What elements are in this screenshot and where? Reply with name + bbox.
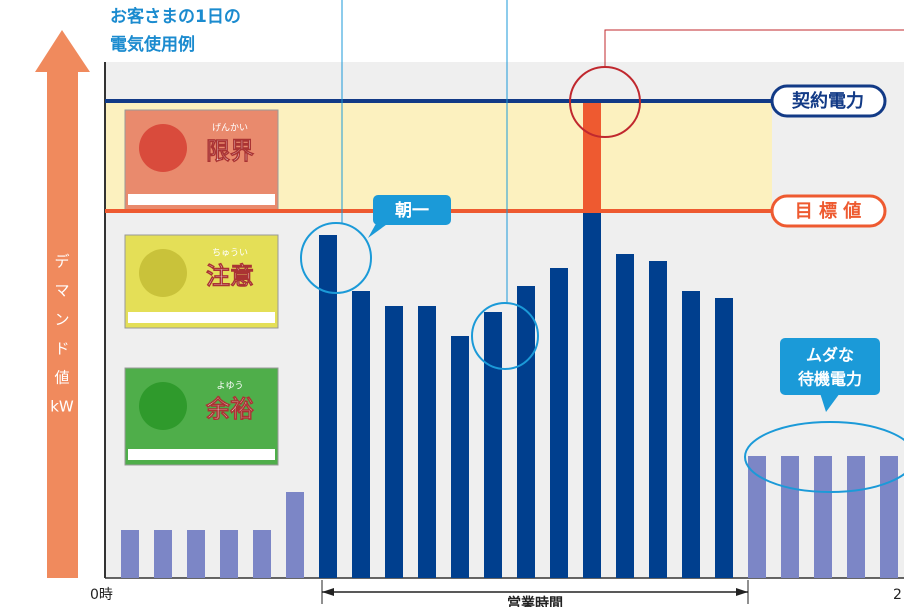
y-label: デ xyxy=(54,253,69,271)
y-label: ド xyxy=(54,340,69,358)
bar xyxy=(847,456,865,578)
bar xyxy=(649,261,667,578)
bar xyxy=(187,530,205,578)
chart: お客さまの1日の 電気使用例 0時 2 営業時間 げんかい限界ちゅうい注意よゆう… xyxy=(0,0,904,607)
bar xyxy=(517,286,535,578)
sign-kana: よゆう xyxy=(216,381,243,392)
sign-icon xyxy=(139,382,187,430)
morning-label: 朝一 xyxy=(395,200,429,221)
target-label: 目 標 値 xyxy=(795,200,862,222)
sign-label: 限界 xyxy=(206,137,254,165)
y-label: kW xyxy=(50,398,74,416)
y-label: マ xyxy=(54,282,69,300)
bar xyxy=(682,291,700,578)
x-end-label: 2 xyxy=(893,587,902,603)
bar xyxy=(286,492,304,578)
sign-strip xyxy=(128,194,275,205)
title: お客さまの1日の xyxy=(110,6,241,27)
bar xyxy=(550,268,568,578)
bar xyxy=(781,456,799,578)
contract-label: 契約電力 xyxy=(791,90,864,112)
x-start-label: 0時 xyxy=(90,587,113,603)
bar xyxy=(319,235,337,578)
bar xyxy=(352,291,370,578)
y-arrow xyxy=(35,30,90,578)
y-label: ン xyxy=(54,311,69,329)
bar xyxy=(385,306,403,578)
sign-icon xyxy=(139,249,187,297)
bar xyxy=(418,306,436,578)
sign-strip xyxy=(128,449,275,460)
bar xyxy=(616,254,634,578)
callout-line xyxy=(605,30,904,67)
bar xyxy=(253,530,271,578)
bar xyxy=(121,530,139,578)
sign-label: 余裕 xyxy=(205,395,254,423)
span-label: 営業時間 xyxy=(507,595,563,607)
bar xyxy=(451,336,469,578)
span-arrow xyxy=(736,588,748,596)
sign-kana: ちゅうい xyxy=(212,248,248,259)
span-arrow xyxy=(322,588,334,596)
title: 電気使用例 xyxy=(110,34,195,55)
bar xyxy=(154,530,172,578)
sign-icon xyxy=(139,124,187,172)
bar xyxy=(880,456,898,578)
sign-kana: げんかい xyxy=(212,123,248,134)
bar xyxy=(715,298,733,578)
standby-label: 待機電力 xyxy=(798,370,862,389)
sign-strip xyxy=(128,312,275,323)
bar xyxy=(814,456,832,578)
standby-label: ムダな xyxy=(806,346,854,365)
sign-label: 注意 xyxy=(206,262,254,290)
bar xyxy=(220,530,238,578)
bar-peak xyxy=(583,103,601,213)
bar xyxy=(484,312,502,578)
y-label: 値 xyxy=(54,369,69,387)
